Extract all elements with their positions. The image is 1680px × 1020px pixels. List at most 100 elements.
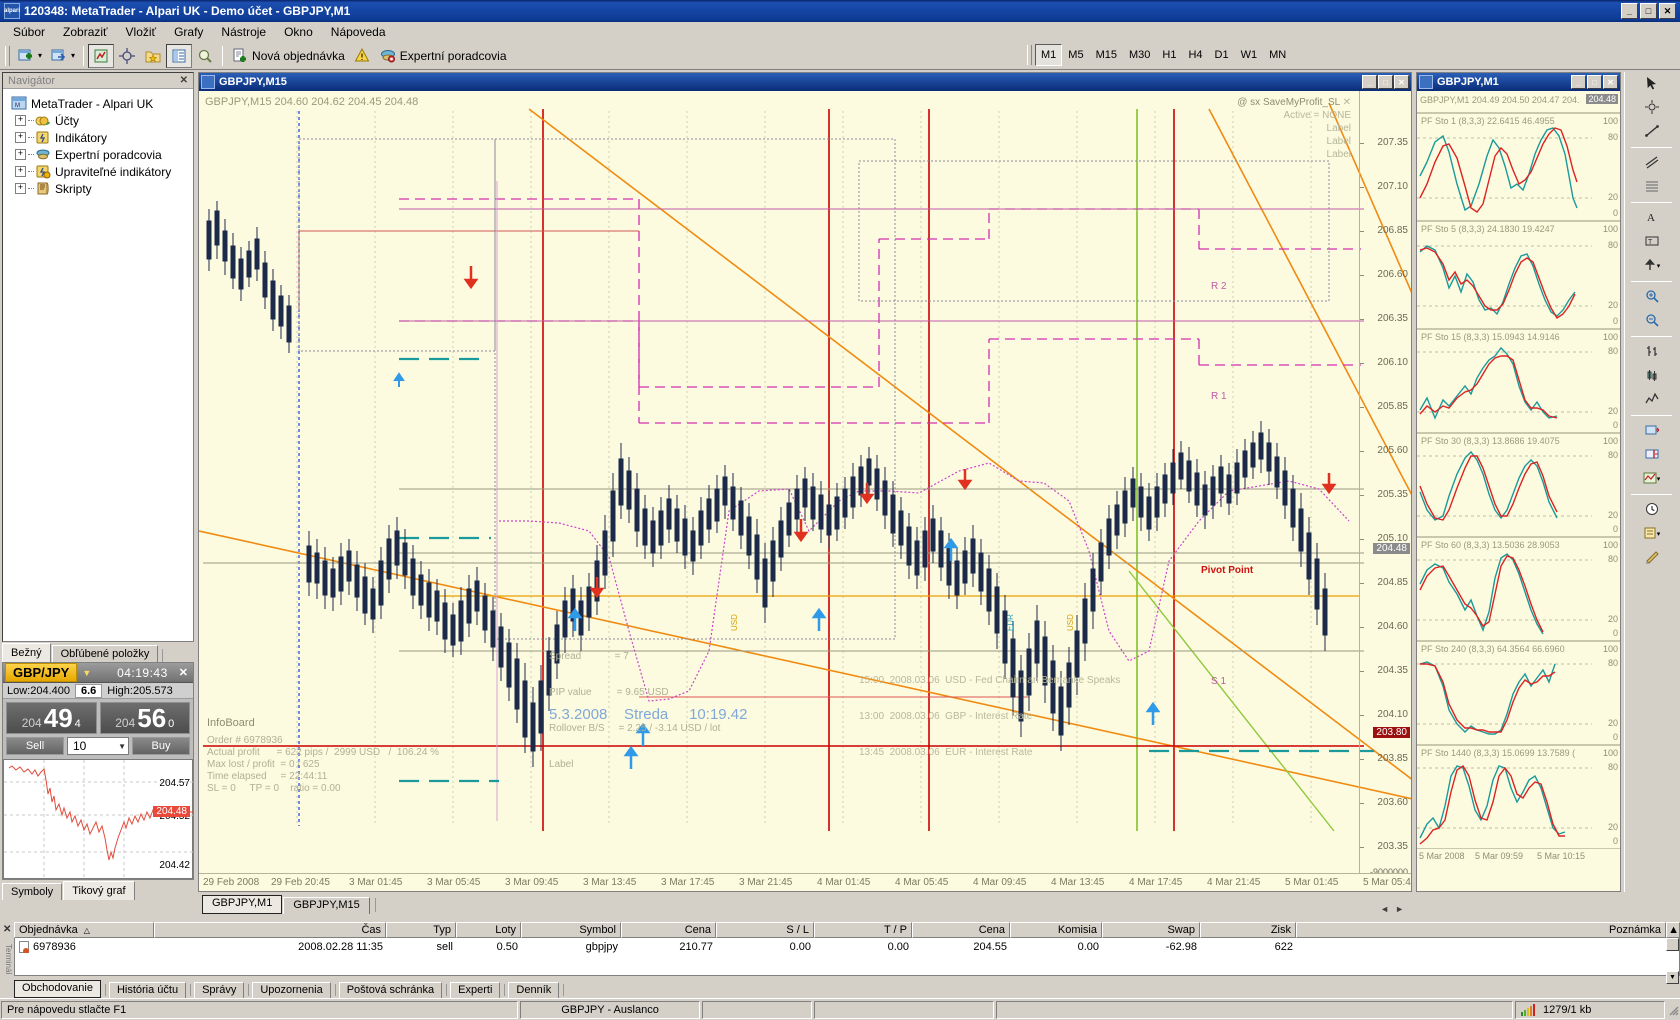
- tab-symboly[interactable]: Symboly: [2, 883, 63, 900]
- navigator-root[interactable]: M MetaTrader - Alpari UK: [7, 95, 189, 112]
- chart-minimize-button[interactable]: _: [1362, 75, 1377, 89]
- terminal-tab-spravy[interactable]: Správy: [194, 982, 245, 998]
- timeframe-m30[interactable]: M30: [1128, 49, 1151, 61]
- price-axis[interactable]: 207.35 207.10 206.85 206.60 206.35 206.1…: [1359, 91, 1411, 891]
- template-button[interactable]: ▾: [1641, 523, 1663, 545]
- crosshair-button[interactable]: [114, 44, 140, 68]
- bid-quote[interactable]: 204 49 4: [6, 702, 97, 734]
- right-chart-minimize-button[interactable]: _: [1571, 75, 1586, 89]
- terminal-tab-upozornenia[interactable]: Upozornenia: [252, 982, 331, 998]
- chevron-down-icon[interactable]: ▼: [82, 667, 92, 678]
- col-swap[interactable]: Swap: [1102, 922, 1200, 938]
- status-connection[interactable]: 1279/1 kb: [1515, 1000, 1665, 1019]
- indicator-pf-sto-1440[interactable]: PF Sto 1440 (8,3,3) 15.0699 13.7589 ( 10…: [1417, 745, 1620, 849]
- indicator-pf-sto-30[interactable]: PF Sto 30 (8,3,3) 13.8686 19.4075 100 80…: [1417, 433, 1620, 537]
- indicators-button[interactable]: ▾: [1641, 468, 1663, 490]
- terminal-tab-historia[interactable]: História účtu: [108, 982, 187, 998]
- period-button[interactable]: [1641, 499, 1663, 521]
- chart-tab-scroll[interactable]: ◄ ►: [1380, 904, 1412, 914]
- candlestick-button[interactable]: [1641, 365, 1663, 387]
- chart-shift-button[interactable]: [1641, 444, 1663, 466]
- menu-item-okno[interactable]: Okno: [284, 24, 313, 39]
- chart-tab-m15[interactable]: GBPJPY,M15: [283, 897, 370, 914]
- terminal-tab-dennik[interactable]: Denník: [508, 982, 560, 998]
- label-tool-button[interactable]: T: [1641, 231, 1663, 253]
- terminal-tab-postova-schranka[interactable]: Poštová schránka: [338, 982, 443, 998]
- navigator-item-custom-indicators[interactable]: + Upraviteľné indikátory: [7, 163, 189, 180]
- col-tp[interactable]: T / P: [814, 922, 912, 938]
- maximize-button[interactable]: □: [1640, 3, 1657, 19]
- right-chart-maximize-button[interactable]: □: [1587, 75, 1602, 89]
- col-price-current[interactable]: Cena: [912, 922, 1010, 938]
- navigator-close-icon[interactable]: ✕: [179, 75, 188, 86]
- timeframe-h4[interactable]: H4: [1188, 49, 1203, 61]
- channel-tool-button[interactable]: [1641, 152, 1663, 174]
- crosshair-tool-button[interactable]: [1641, 97, 1663, 119]
- col-sl[interactable]: S / L: [716, 922, 814, 938]
- close-button[interactable]: ✕: [1659, 3, 1676, 19]
- col-time[interactable]: Čas: [154, 922, 386, 938]
- buy-button[interactable]: Buy: [132, 737, 190, 755]
- trendline-tool-button[interactable]: [1641, 121, 1663, 143]
- menu-item-napoveda[interactable]: Nápoveda: [330, 24, 386, 39]
- ticker-close-icon[interactable]: ✕: [178, 667, 188, 679]
- right-chart-time-axis[interactable]: 5 Mar 2008 5 Mar 09:59 5 Mar 10:15: [1417, 849, 1620, 865]
- timeframe-m15[interactable]: M15: [1095, 49, 1117, 61]
- expand-icon[interactable]: +: [15, 166, 26, 177]
- timeframe-m5[interactable]: M5: [1068, 49, 1084, 61]
- profiles-button[interactable]: ▾: [46, 44, 79, 68]
- col-lots[interactable]: Loty: [456, 922, 521, 938]
- scroll-up-arrow[interactable]: ▲: [1666, 922, 1680, 938]
- timeframe-grip[interactable]: [1027, 45, 1032, 65]
- col-order[interactable]: Objednávka △: [14, 922, 154, 938]
- terminal-toggle-button[interactable]: [166, 43, 193, 68]
- menu-item-vlozit[interactable]: Vložiť: [125, 24, 157, 39]
- table-row[interactable]: 6978936 2008.02.28 11:35 sell 0.50 gbpjp…: [15, 938, 1679, 955]
- col-comment[interactable]: Poznámka: [1296, 922, 1666, 938]
- favorites-button[interactable]: [140, 44, 166, 68]
- col-price-open[interactable]: Cena: [621, 922, 716, 938]
- alerts-button[interactable]: [349, 44, 375, 68]
- zoom-in-button[interactable]: [1641, 286, 1663, 308]
- chart-close-button[interactable]: ✕: [1394, 75, 1409, 89]
- expert-close-icon[interactable]: ✕: [1342, 97, 1351, 108]
- navigator-item-indikatory[interactable]: + Indikátory: [7, 129, 189, 146]
- navigator-item-experti[interactable]: + Expertní poradcovia: [7, 146, 189, 163]
- chart-tab-m1[interactable]: GBPJPY,M1: [202, 895, 283, 914]
- expand-icon[interactable]: +: [15, 149, 26, 160]
- ask-quote[interactable]: 204 56 0: [99, 702, 190, 734]
- timeframe-h1[interactable]: H1: [1162, 49, 1177, 61]
- lot-size-select[interactable]: 10 ▼: [67, 737, 129, 755]
- experts-button[interactable]: Expertní poradcovia: [375, 44, 511, 68]
- autoscroll-button[interactable]: [1641, 420, 1663, 442]
- tick-chart[interactable]: 204.57 204.52 204.42 204.48: [3, 759, 194, 879]
- new-chart-button[interactable]: ▾: [13, 44, 46, 68]
- properties-button[interactable]: [1641, 547, 1663, 569]
- scroll-right-icon[interactable]: ►: [1395, 904, 1404, 914]
- navigator-item-skripty[interactable]: + Skripty: [7, 180, 189, 197]
- col-commission[interactable]: Komisia: [1010, 922, 1102, 938]
- timeframe-w1[interactable]: W1: [1240, 49, 1258, 61]
- tab-tikovy-graf[interactable]: Tikový graf: [63, 881, 135, 900]
- col-symbol[interactable]: Symbol: [521, 922, 621, 938]
- minimize-button[interactable]: _: [1621, 3, 1638, 19]
- menu-item-zobrazit[interactable]: Zobraziť: [63, 24, 108, 39]
- symbol-label[interactable]: GBP/JPY: [5, 663, 78, 682]
- col-profit[interactable]: Zisk: [1200, 922, 1296, 938]
- sell-button[interactable]: Sell: [6, 737, 64, 755]
- fibonacci-tool-button[interactable]: [1641, 176, 1663, 198]
- resize-grip[interactable]: [1666, 1003, 1680, 1017]
- right-chart-canvas[interactable]: GBPJPY,M1 204.49 204.50 204.47 204. 204.…: [1417, 91, 1620, 891]
- indicator-pf-sto-15[interactable]: PF Sto 15 (8,3,3) 15.0943 14.9146 100 80…: [1417, 329, 1620, 433]
- zoom-out-button[interactable]: [1641, 310, 1663, 332]
- scroll-left-icon[interactable]: ◄: [1380, 904, 1390, 914]
- terminal-tab-obchodovanie[interactable]: Obchodovanie: [14, 980, 101, 998]
- zoom-button[interactable]: [192, 44, 218, 68]
- menu-item-nastroje[interactable]: Nástroje: [221, 24, 267, 39]
- tab-oblubene[interactable]: Obľúbené položky: [51, 645, 159, 662]
- indicator-pf-sto-1[interactable]: PF Sto 1 (8,3,3) 22.6415 46.4955 100 80 …: [1417, 113, 1620, 221]
- bar-chart-button[interactable]: [1641, 341, 1663, 363]
- right-chart-close-button[interactable]: ✕: [1603, 75, 1618, 89]
- arrow-tool-button[interactable]: ▾: [1641, 255, 1663, 277]
- chart-maximize-button[interactable]: □: [1378, 75, 1393, 89]
